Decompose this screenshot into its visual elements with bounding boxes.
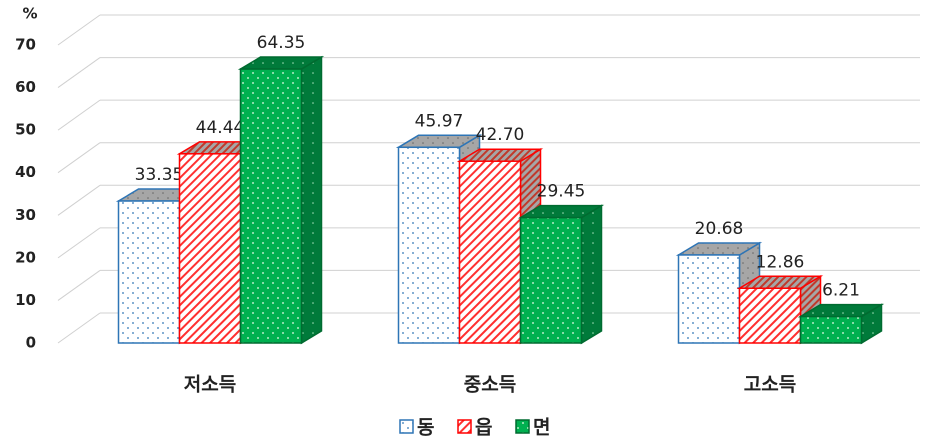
grid-line bbox=[57, 227, 101, 259]
bar-side bbox=[580, 204, 603, 345]
grid-line bbox=[57, 57, 101, 88]
legend-label: 동 bbox=[417, 417, 434, 439]
x-tick-label: 저소득 bbox=[184, 374, 236, 396]
bar bbox=[677, 254, 741, 344]
value-label: 33.35 bbox=[135, 165, 184, 185]
bar bbox=[239, 68, 303, 344]
y-tick-label: 70 bbox=[15, 36, 36, 54]
bar bbox=[117, 200, 181, 344]
bar bbox=[519, 216, 583, 344]
grid-line bbox=[57, 184, 101, 216]
value-label: 64.35 bbox=[257, 33, 306, 53]
bar bbox=[458, 160, 522, 344]
x-tick-label: 고소득 bbox=[744, 374, 796, 396]
y-tick-label: 10 bbox=[15, 291, 36, 309]
value-label: 42.70 bbox=[476, 125, 525, 145]
y-tick-label: 40 bbox=[15, 163, 36, 181]
x-tick-label: 중소득 bbox=[464, 374, 516, 396]
legend-swatch bbox=[457, 419, 472, 434]
y-tick-label: 50 bbox=[15, 121, 36, 139]
legend-label: 면 bbox=[533, 417, 550, 439]
value-label: 20.68 bbox=[695, 219, 744, 239]
bar bbox=[738, 287, 802, 344]
y-tick-label: 20 bbox=[15, 248, 36, 266]
legend-swatch bbox=[515, 419, 530, 434]
grid-line bbox=[57, 312, 101, 344]
grid-line bbox=[57, 99, 101, 131]
value-label: 29.45 bbox=[537, 182, 586, 202]
y-tick-label: 0 bbox=[26, 334, 36, 352]
value-label: 45.97 bbox=[415, 111, 464, 131]
grid-line bbox=[57, 14, 101, 46]
value-label: 44.44 bbox=[196, 118, 245, 138]
y-axis-label: % bbox=[22, 5, 37, 23]
bar bbox=[397, 146, 461, 344]
bar bbox=[799, 315, 863, 344]
y-tick-label: 30 bbox=[15, 206, 36, 224]
legend-label: 읍 bbox=[475, 417, 492, 439]
grid-line bbox=[57, 270, 101, 301]
grid-line bbox=[57, 142, 101, 174]
legend-swatch bbox=[399, 419, 414, 434]
bar-side bbox=[300, 55, 323, 345]
value-label: 6.21 bbox=[822, 281, 860, 301]
value-label: 12.86 bbox=[756, 252, 805, 272]
bar bbox=[178, 153, 242, 344]
y-tick-label: 60 bbox=[15, 78, 36, 96]
